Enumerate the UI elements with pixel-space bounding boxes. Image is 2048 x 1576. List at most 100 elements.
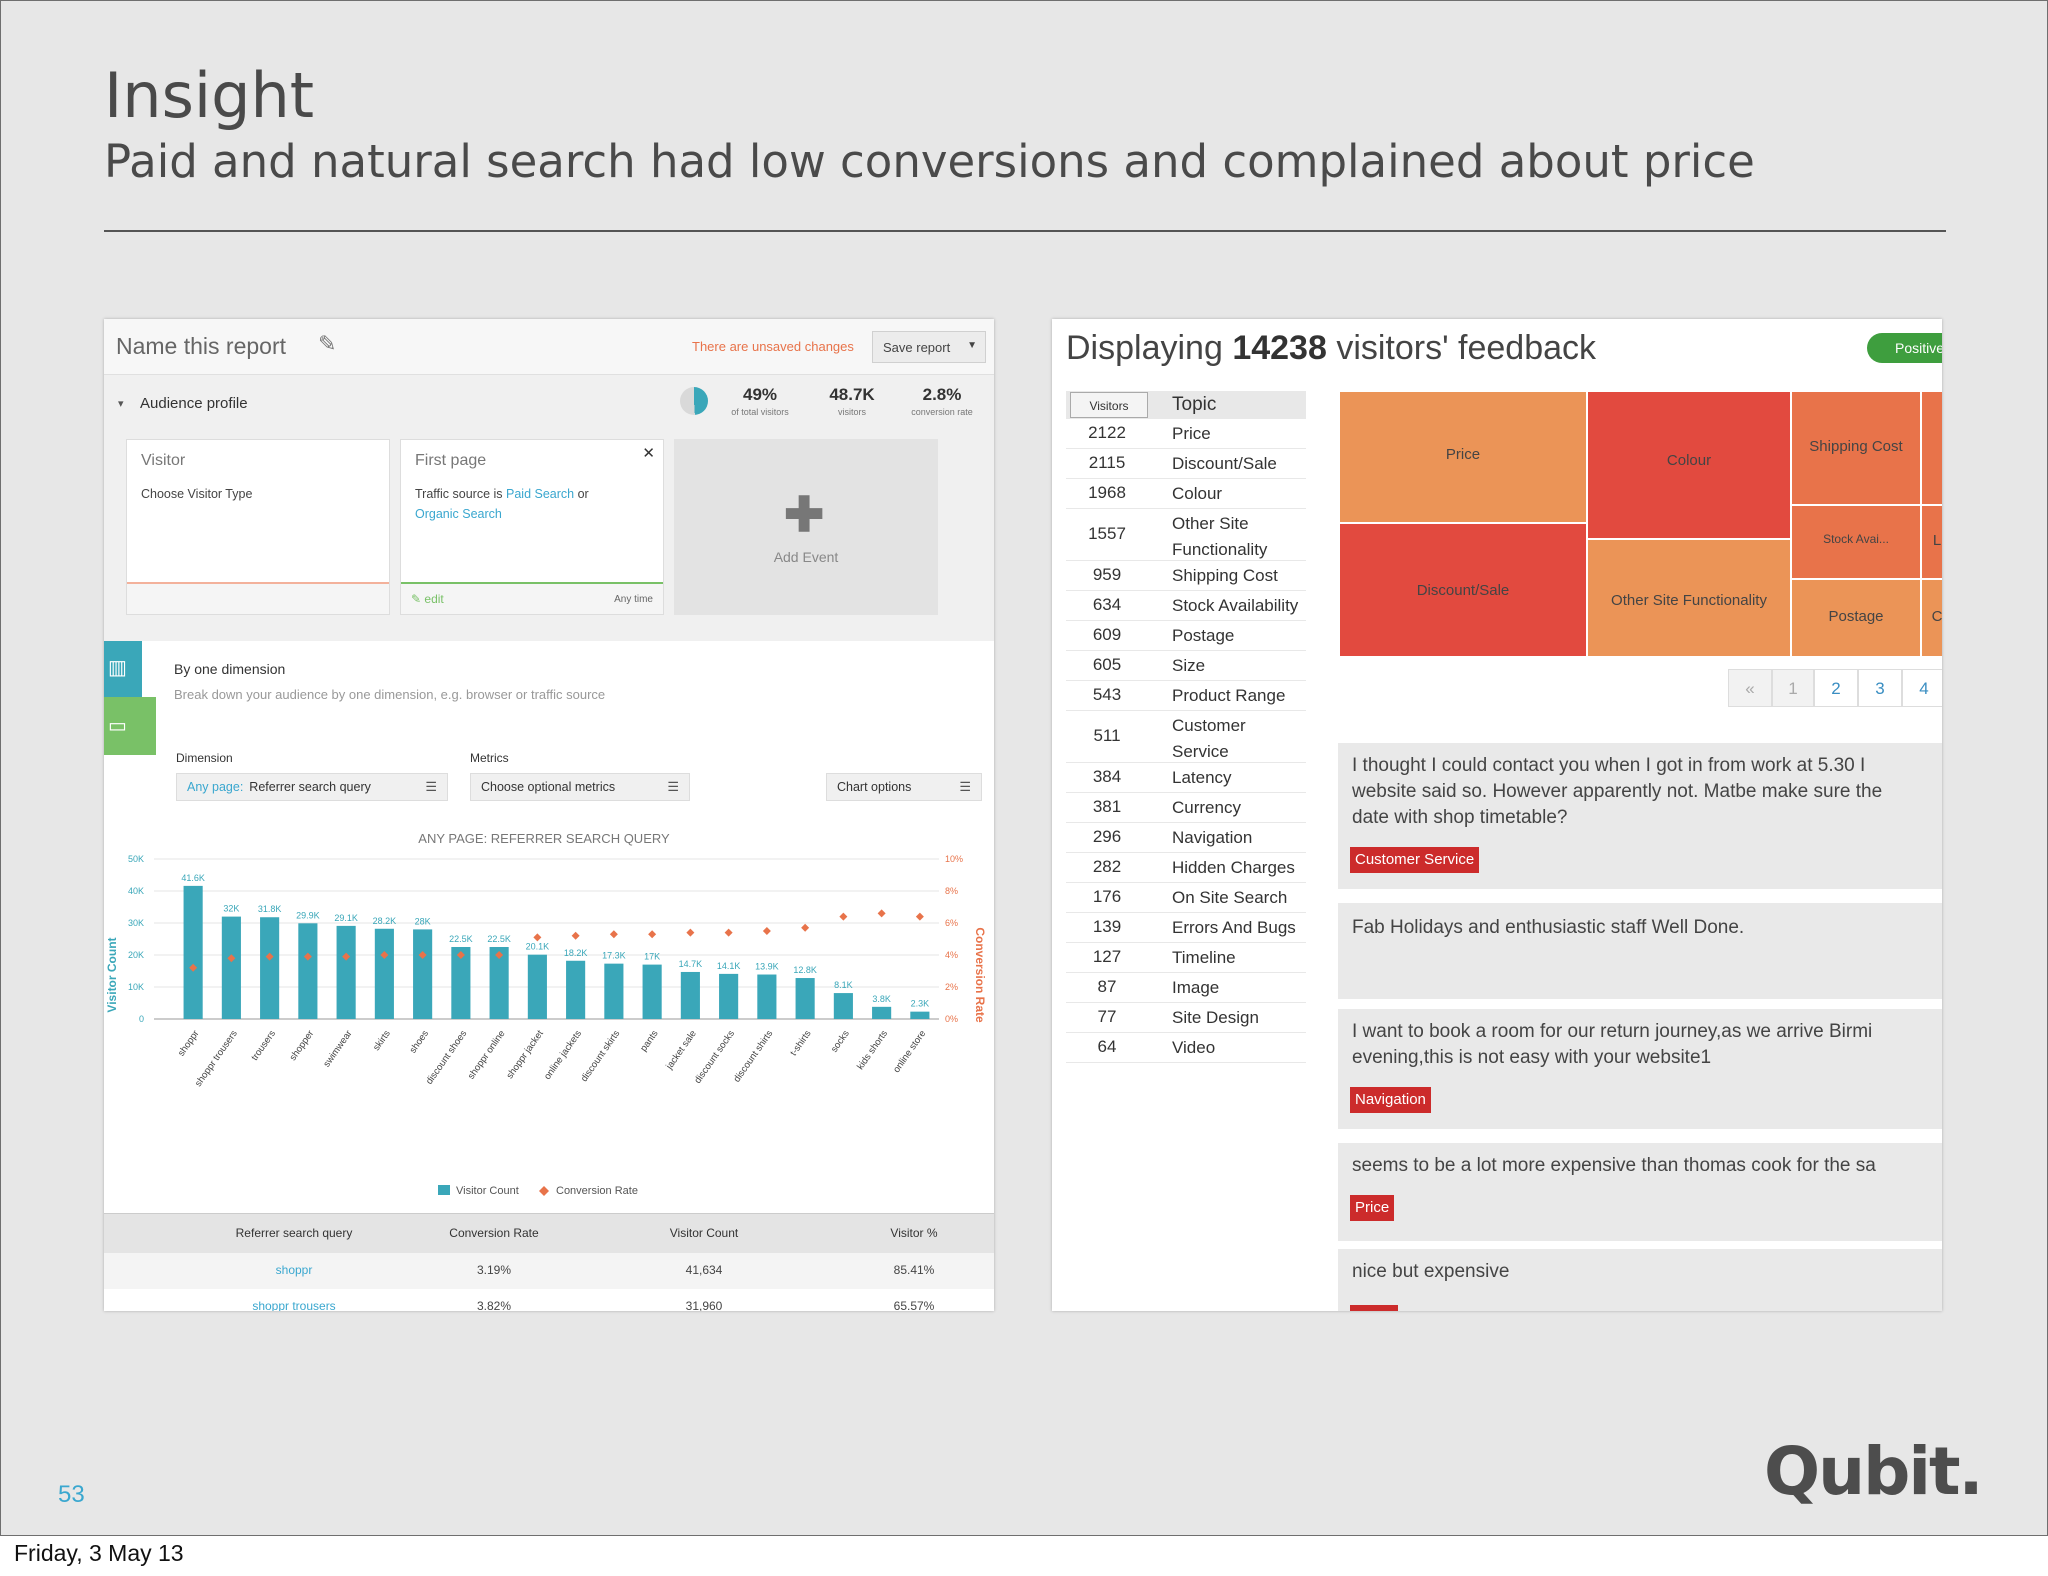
conversion-point[interactable] xyxy=(303,952,312,961)
conversion-point[interactable] xyxy=(533,933,542,942)
bar[interactable] xyxy=(489,947,509,1019)
conversion-point[interactable] xyxy=(648,930,657,939)
pager-page-2[interactable]: 2 xyxy=(1814,669,1858,707)
col-header-rate[interactable]: Conversion Rate xyxy=(449,1226,539,1240)
conversion-point[interactable] xyxy=(227,954,236,963)
bar[interactable] xyxy=(910,1011,930,1019)
topic-tag-navigation[interactable]: Navigation xyxy=(1350,1087,1431,1113)
feedback-comment[interactable]: I want to book a room for our return jou… xyxy=(1338,1009,1942,1129)
close-icon[interactable]: ✕ xyxy=(642,445,655,462)
conversion-point[interactable] xyxy=(877,909,886,918)
bar[interactable] xyxy=(413,929,433,1019)
topic-row[interactable]: 64 Video xyxy=(1066,1033,1306,1063)
conversion-point[interactable] xyxy=(456,951,465,959)
bar[interactable] xyxy=(642,964,662,1019)
conversion-point[interactable] xyxy=(609,930,618,939)
topic-row[interactable]: 634 Stock Availability xyxy=(1066,591,1306,621)
topic-row[interactable]: 384 Latency xyxy=(1066,763,1306,793)
topic-row[interactable]: 609 Postage xyxy=(1066,621,1306,651)
treemap-other-site-functionality[interactable]: Other Site Functionality xyxy=(1588,540,1790,656)
topic-row[interactable]: 176 On Site Search xyxy=(1066,883,1306,913)
feedback-tab[interactable]: ▭ xyxy=(104,697,156,755)
bar[interactable] xyxy=(374,928,394,1019)
bar[interactable] xyxy=(719,973,739,1019)
treemap-shipping-cost[interactable]: Shipping Cost xyxy=(1792,392,1920,504)
organic-search-link[interactable]: Organic Search xyxy=(415,507,502,521)
bar[interactable] xyxy=(260,917,280,1019)
topic-row[interactable]: 127 Timeline xyxy=(1066,943,1306,973)
report-name-field[interactable]: Name this report xyxy=(116,333,287,359)
topic-row[interactable]: 139 Errors And Bugs xyxy=(1066,913,1306,943)
chart-options-button[interactable]: Chart options ☰ xyxy=(826,773,982,801)
pager-first[interactable]: « xyxy=(1728,669,1772,707)
topic-row[interactable]: 1968 Colour xyxy=(1066,479,1306,509)
topic-row[interactable]: 2115 Discount/Sale xyxy=(1066,449,1306,479)
bar[interactable] xyxy=(221,916,241,1019)
metrics-select[interactable]: Choose optional metrics ☰ xyxy=(470,773,690,801)
conversion-point[interactable] xyxy=(839,912,848,921)
bar[interactable] xyxy=(183,885,203,1019)
col-header-count[interactable]: Visitor Count xyxy=(669,1226,739,1240)
topic-row[interactable]: 543 Product Range xyxy=(1066,681,1306,711)
treemap-colour[interactable]: Colour xyxy=(1588,392,1790,538)
conversion-point[interactable] xyxy=(686,928,695,937)
topic-row[interactable]: 77 Site Design xyxy=(1066,1003,1306,1033)
feedback-comment[interactable]: Fab Holidays and enthusiastic staff Well… xyxy=(1338,903,1942,999)
conversion-point[interactable] xyxy=(380,951,389,959)
pager-page-4[interactable]: 4 xyxy=(1902,669,1942,707)
conversion-point[interactable] xyxy=(418,951,427,959)
treemap-clipped-cell[interactable] xyxy=(1922,392,1942,504)
edit-link[interactable]: ✎ edit xyxy=(411,592,444,606)
bar-chart-tab[interactable]: ▥ xyxy=(104,641,142,697)
treemap-clipped-cell[interactable]: C xyxy=(1922,580,1942,656)
topic-row[interactable]: 381 Currency xyxy=(1066,793,1306,823)
bar[interactable] xyxy=(336,925,356,1019)
col-header-pct[interactable]: Visitor % xyxy=(890,1226,938,1240)
conversion-point[interactable] xyxy=(495,951,504,959)
table-row[interactable]: shoppr 3.19% 41,634 85.41% xyxy=(104,1253,994,1289)
conversion-point[interactable] xyxy=(342,952,351,961)
topic-row[interactable]: 87 Image xyxy=(1066,973,1306,1003)
table-row[interactable]: shoppr trousers 3.82% 31,960 65.57% xyxy=(104,1289,994,1311)
topic-tag-price[interactable]: Price xyxy=(1350,1195,1395,1221)
conversion-point[interactable] xyxy=(189,963,198,972)
bar[interactable] xyxy=(757,974,777,1019)
topic-row[interactable]: 1557 Other Site Functionality xyxy=(1066,509,1306,561)
bar[interactable] xyxy=(680,971,700,1019)
bar[interactable] xyxy=(795,978,815,1019)
topic-row[interactable]: 511 Customer Service xyxy=(1066,711,1306,763)
topic-row[interactable]: 605 Size xyxy=(1066,651,1306,681)
treemap-clipped-cell[interactable]: L xyxy=(1922,506,1942,578)
topic-row[interactable]: 296 Navigation xyxy=(1066,823,1306,853)
positive-filter-toggle[interactable]: Positive xyxy=(1867,333,1942,363)
conversion-point[interactable] xyxy=(801,923,810,932)
pager-page-1[interactable]: 1 xyxy=(1772,669,1814,707)
topic-tag-customer-service[interactable]: Customer Service xyxy=(1350,847,1480,873)
bar[interactable] xyxy=(451,947,471,1019)
bar[interactable] xyxy=(604,963,624,1019)
paid-search-link[interactable]: Paid Search xyxy=(506,487,575,501)
cell-query[interactable]: shoppr trousers xyxy=(252,1299,336,1311)
treemap-discount-sale[interactable]: Discount/Sale xyxy=(1340,524,1586,656)
save-report-button[interactable]: Save report ▼ xyxy=(872,331,986,363)
topic-row[interactable]: 959 Shipping Cost xyxy=(1066,561,1306,591)
feedback-comment[interactable]: nice but expensive xyxy=(1338,1249,1942,1311)
first-page-segment-card[interactable]: First page ✕ Traffic source is Paid Sear… xyxy=(400,439,664,615)
feedback-comment[interactable]: seems to be a lot more expensive than th… xyxy=(1338,1143,1942,1241)
topic-row[interactable]: 2122 Price xyxy=(1066,419,1306,449)
feedback-comment[interactable]: I thought I could contact you when I got… xyxy=(1338,743,1942,889)
topic-tag-partial[interactable] xyxy=(1350,1305,1398,1311)
time-range-label[interactable]: Any time xyxy=(614,594,653,605)
conversion-point[interactable] xyxy=(724,928,733,937)
bar[interactable] xyxy=(298,923,318,1019)
pencil-icon[interactable]: ✎ xyxy=(318,331,337,356)
bar[interactable] xyxy=(527,954,547,1019)
conversion-point[interactable] xyxy=(571,931,580,940)
conversion-point[interactable] xyxy=(762,927,771,935)
col-header-query[interactable]: Referrer search query xyxy=(235,1226,353,1240)
cell-query[interactable]: shoppr xyxy=(275,1263,313,1277)
visitor-segment-card[interactable]: Visitor Choose Visitor Type xyxy=(126,439,390,615)
add-event-button[interactable]: ✚ Add Event xyxy=(674,439,938,615)
conversion-point[interactable] xyxy=(915,912,924,921)
treemap-stock-availability[interactable]: Stock Avai... xyxy=(1792,506,1920,578)
